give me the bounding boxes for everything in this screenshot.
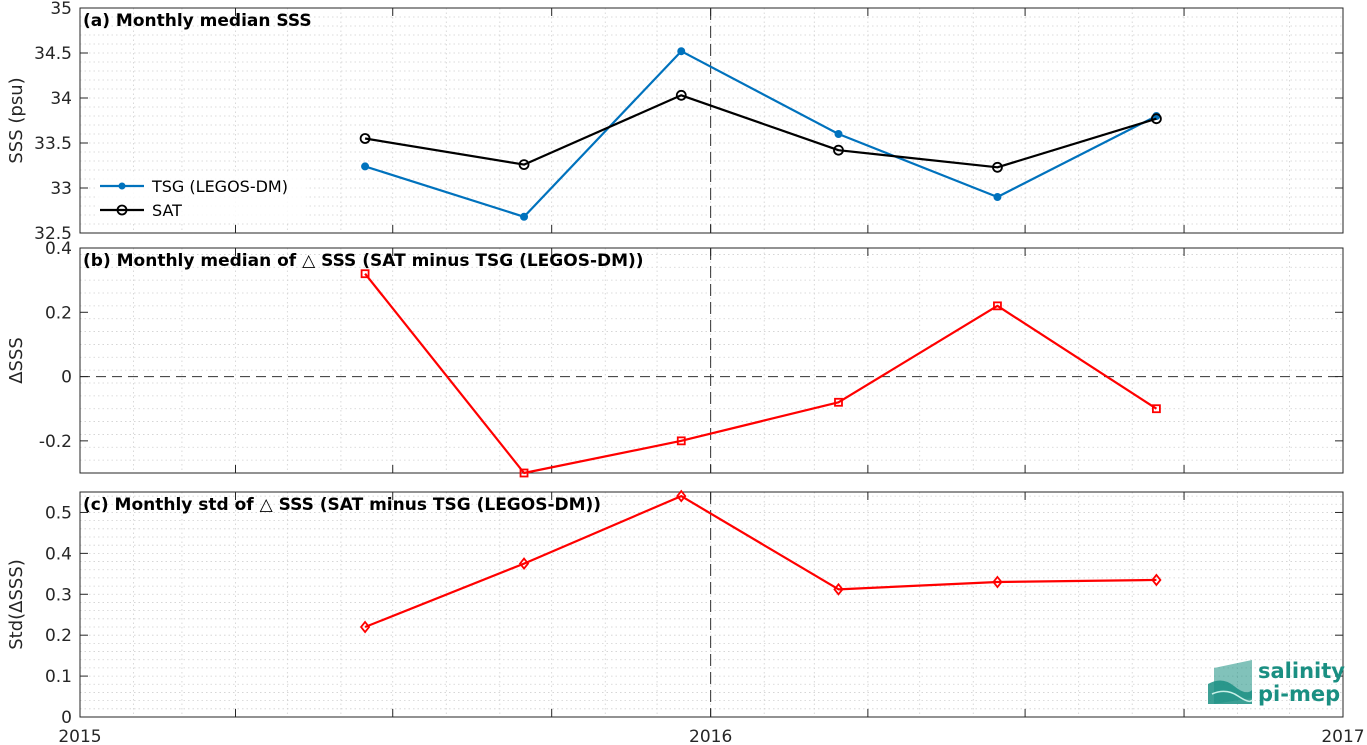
legend-label: SAT (152, 201, 182, 220)
data-point (518, 557, 530, 571)
grid-lines (79, 248, 1344, 474)
y-tick-label: 33.5 (34, 134, 72, 154)
data-point (360, 269, 370, 279)
panel-title: (a) Monthly median SSS (83, 11, 312, 31)
x-tick-label: 2015 (58, 727, 101, 745)
data-point (359, 620, 371, 634)
data-point (833, 582, 844, 596)
logo-text-line2: pi-mep (1258, 682, 1340, 706)
panel-title: (b) Monthly median of △ SSS (SAT minus T… (83, 251, 644, 271)
data-point (993, 193, 1002, 201)
axes-box (79, 491, 1344, 718)
y-tick-label: 32.5 (34, 224, 72, 244)
data-point (520, 212, 529, 221)
data-point (834, 130, 843, 138)
series-line (364, 494, 1157, 629)
data-point (1151, 113, 1162, 125)
series-line (364, 50, 1157, 218)
logo-text-line1: salinity (1258, 659, 1345, 683)
data-point (993, 301, 1002, 311)
axes-box (79, 247, 1344, 474)
x-tick-label: 2016 (689, 727, 732, 745)
data-point (992, 575, 1003, 589)
legend-label: TSG (LEGOS-DM) (151, 177, 288, 196)
data-point (834, 397, 843, 407)
data-point (519, 468, 529, 478)
y-tick-label: -0.2 (39, 432, 72, 452)
y-tick-label: 0.3 (45, 585, 72, 605)
y-tick-label: 0 (61, 708, 72, 728)
y-axis-label: Std(ΔSSS) (6, 559, 27, 650)
data-point (518, 159, 530, 171)
plot-area (80, 248, 1343, 473)
y-tick-label: 0.5 (45, 503, 72, 523)
y-tick-label: 33 (50, 179, 72, 199)
legend-marker (118, 182, 126, 190)
series-line (364, 273, 1157, 475)
y-tick-label: 34.5 (34, 44, 72, 64)
data-point (1152, 404, 1161, 414)
y-axis-label: SSS (psu) (6, 77, 27, 163)
plot-area (80, 492, 1343, 717)
logo-icon (1211, 690, 1253, 703)
data-point (833, 144, 844, 156)
x-tick-label: 2017 (1321, 727, 1364, 745)
data-point (1151, 573, 1162, 587)
y-tick-label: 0.4 (45, 239, 72, 259)
data-point (359, 133, 371, 144)
y-tick-label: 0 (61, 368, 72, 388)
legend-background (96, 172, 306, 222)
data-point (677, 47, 686, 56)
data-point (992, 161, 1003, 173)
legend-marker (116, 204, 128, 216)
grid-lines (79, 492, 1344, 718)
data-point (361, 162, 370, 171)
y-axis-label: ΔSSS (6, 337, 27, 384)
data-point (676, 436, 686, 446)
y-tick-label: 34 (50, 89, 72, 109)
series-line (364, 94, 1157, 169)
y-tick-label: 0.2 (45, 626, 72, 646)
axes-box (79, 7, 1344, 234)
y-tick-label: 0.1 (45, 667, 72, 687)
y-tick-label: 0.4 (45, 544, 72, 564)
data-point (675, 89, 687, 101)
panel-title: (c) Monthly std of △ SSS (SAT minus TSG … (83, 495, 601, 515)
y-tick-label: 35 (50, 0, 72, 19)
data-point (676, 489, 687, 503)
y-tick-label: 0.2 (45, 303, 72, 323)
